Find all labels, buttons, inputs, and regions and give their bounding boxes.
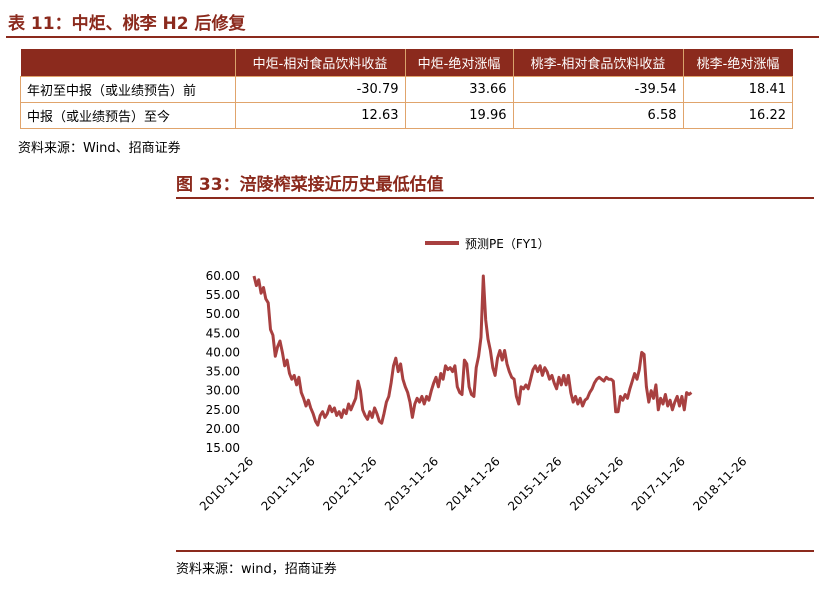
chart-caption-rule: [176, 197, 814, 199]
data-table: 中炬-相对食品饮料收益 中炬-绝对涨幅 桃李-相对食品饮料收益 桃李-绝对涨幅 …: [20, 49, 793, 129]
table-source: 资料来源：Wind、招商证券: [18, 141, 181, 156]
table-cell: 6.58: [512, 102, 684, 129]
y-tick-label: 40.00: [206, 345, 240, 359]
chart-legend: 预测PE（FY1）: [425, 237, 550, 251]
table-cell: 中报（或业绩预告）至今: [20, 102, 236, 129]
table-cell: 16.22: [682, 102, 793, 129]
table-header-cell: [20, 49, 235, 77]
x-tick-label: 2018-11-26: [690, 454, 749, 513]
x-tick-label: 2013-11-26: [382, 454, 441, 513]
table-cell: 19.96: [404, 102, 514, 129]
table-caption: 表 11：中炬、桃李 H2 后修复: [8, 14, 246, 34]
chart-bottom-rule: [176, 550, 814, 552]
table-header-cell: 桃李-相对食品饮料收益: [512, 49, 683, 77]
table-header-cell: 中炬-绝对涨幅: [404, 49, 513, 77]
series-line: [252, 274, 693, 427]
x-tick-label: 2016-11-26: [567, 454, 626, 513]
table-cell: 33.66: [404, 76, 514, 103]
table-header-cell: 中炬-相对食品饮料收益: [234, 49, 405, 77]
y-tick-label: 45.00: [206, 326, 240, 340]
chart-caption: 图 33：涪陵榨菜接近历史最低估值: [176, 175, 444, 195]
y-tick-label: 25.00: [206, 403, 240, 417]
table-header-row: 中炬-相对食品饮料收益 中炬-绝对涨幅 桃李-相对食品饮料收益 桃李-绝对涨幅: [20, 49, 793, 77]
y-tick-label: 20.00: [206, 422, 240, 436]
y-tick-label: 50.00: [206, 307, 240, 321]
x-tick-label: 2014-11-26: [444, 454, 503, 513]
table-cell: -39.54: [512, 76, 684, 103]
y-tick-label: 15.00: [206, 441, 240, 455]
table-header-cell: 桃李-绝对涨幅: [682, 49, 793, 77]
x-tick-label: 2015-11-26: [505, 454, 564, 513]
table-caption-rule: [6, 36, 819, 38]
table-row: 中报（或业绩预告）至今 12.63 19.96 6.58 16.22: [20, 102, 793, 129]
y-tick-label: 30.00: [206, 384, 240, 398]
table-cell: -30.79: [234, 76, 406, 103]
x-tick-label: 2010-11-26: [197, 454, 256, 513]
chart-source: 资料来源：wind，招商证券: [176, 562, 337, 577]
x-tick-label: 2017-11-26: [629, 454, 688, 513]
x-tick-label: 2012-11-26: [320, 454, 379, 513]
table-cell: 12.63: [234, 102, 406, 129]
y-tick-label: 55.00: [206, 288, 240, 302]
y-tick-label: 60.00: [206, 269, 240, 283]
legend-label: 预测PE（FY1）: [465, 237, 550, 251]
y-tick-label: 35.00: [206, 365, 240, 379]
x-tick-label: 2011-11-26: [259, 454, 318, 513]
